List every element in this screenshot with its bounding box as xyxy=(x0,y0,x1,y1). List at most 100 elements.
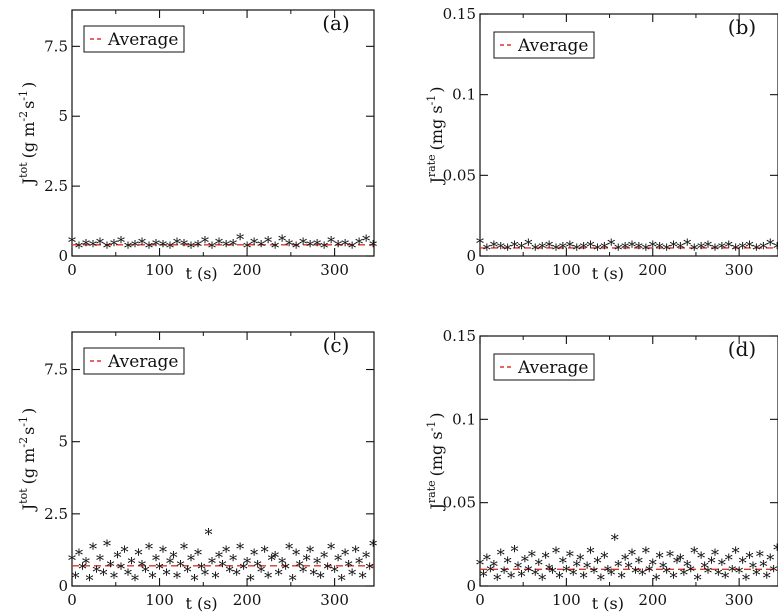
data-point: * xyxy=(254,557,262,576)
data-point: * xyxy=(531,565,539,584)
data-point: * xyxy=(649,555,657,574)
data-point: * xyxy=(334,237,342,256)
data-point: * xyxy=(310,565,318,584)
data-point: * xyxy=(152,236,160,255)
data-point: * xyxy=(345,557,353,576)
data-point: * xyxy=(593,554,601,573)
data-point: * xyxy=(247,571,255,590)
y-tick-label: 0.05 xyxy=(443,494,476,512)
y-axis-label: Jrate (mg s-1) xyxy=(425,86,446,185)
y-axis-label: Jrate (mg s-1) xyxy=(425,412,446,511)
data-point: * xyxy=(79,560,87,579)
panel-label: (d) xyxy=(728,337,756,361)
data-point: * xyxy=(128,554,136,573)
x-tick-label: 300 xyxy=(320,591,349,609)
panel-label: (b) xyxy=(728,15,756,39)
data-point: * xyxy=(559,239,567,258)
x-axis-label: t (s) xyxy=(592,264,624,283)
panel-b: 0 100 200 300 0 0.05 0.1 0.15 t (s) Jrate (mg s-1)… xyxy=(425,5,778,283)
data-point: * xyxy=(614,241,622,260)
data-point: * xyxy=(152,551,160,570)
data-point: * xyxy=(236,230,244,249)
panel-label: (a) xyxy=(322,11,350,35)
data-point: * xyxy=(483,550,491,569)
data-point: * xyxy=(201,233,209,252)
data-point: * xyxy=(145,239,153,258)
data-point: * xyxy=(296,557,304,576)
data-point: * xyxy=(96,234,104,253)
data-point: * xyxy=(521,552,529,571)
data-point: * xyxy=(348,565,356,584)
plot-frame xyxy=(479,335,778,587)
data-point: * xyxy=(773,540,778,559)
data-point: * xyxy=(226,563,234,582)
data-point: * xyxy=(268,551,276,570)
data-point: * xyxy=(320,239,328,258)
data-point: * xyxy=(621,239,629,258)
data-point: * xyxy=(500,564,508,583)
data-point: * xyxy=(694,570,702,589)
data-point: * xyxy=(476,234,484,253)
data-point: * xyxy=(243,554,251,573)
data-point: * xyxy=(348,239,356,258)
data-point: * xyxy=(531,241,539,260)
data-point: * xyxy=(75,545,83,564)
data-point: * xyxy=(576,550,584,569)
data-point: * xyxy=(303,551,311,570)
data-point: * xyxy=(711,545,719,564)
data-point: * xyxy=(362,232,370,251)
x-tick-label: 200 xyxy=(233,261,262,279)
data-point: * xyxy=(191,571,199,590)
data-point: * xyxy=(205,525,213,544)
data-point: * xyxy=(100,565,108,584)
data-point: * xyxy=(649,237,657,256)
x-tick-label: 100 xyxy=(552,261,581,279)
data-point: * xyxy=(334,551,342,570)
data-point: * xyxy=(264,568,272,587)
y-label-close: ) xyxy=(19,408,38,414)
data-point: * xyxy=(752,565,760,584)
data-point: * xyxy=(704,237,712,256)
data-point: * xyxy=(600,549,608,568)
data-point: * xyxy=(138,234,146,253)
data-point: * xyxy=(490,237,498,256)
data-point: * xyxy=(497,545,505,564)
data-point: * xyxy=(124,239,132,258)
data-point: * xyxy=(676,550,684,569)
data-point: * xyxy=(580,239,588,258)
data-point: * xyxy=(292,545,300,564)
data-point: * xyxy=(569,565,577,584)
data-point: * xyxy=(683,236,691,255)
x-tick-label: 200 xyxy=(638,591,667,609)
legend: Average xyxy=(83,25,185,53)
y-tick-label: 5 xyxy=(58,433,68,451)
data-point: * xyxy=(212,568,220,587)
y-tick-label: 7.5 xyxy=(44,361,68,379)
x-tick-label: 100 xyxy=(145,591,174,609)
data-point: * xyxy=(718,555,726,574)
data-point: * xyxy=(278,232,286,251)
y-label-unit: (mg s xyxy=(427,105,446,150)
y-label-exponent: -1 xyxy=(425,421,438,432)
data-point: * xyxy=(282,560,290,579)
data-point: * xyxy=(507,569,515,588)
y-tick-label: 0.15 xyxy=(443,5,476,23)
x-tick-label: 0 xyxy=(475,261,485,279)
data-point: * xyxy=(590,564,598,583)
data-point: * xyxy=(697,239,705,258)
x-tick-label: 300 xyxy=(725,261,754,279)
data-point: * xyxy=(159,237,167,256)
x-tick-label: 0 xyxy=(67,591,77,609)
data-point: * xyxy=(86,571,94,590)
data-point: * xyxy=(250,234,258,253)
data-point: * xyxy=(275,565,283,584)
x-tick-label: 200 xyxy=(638,261,667,279)
data-point: * xyxy=(173,234,181,253)
data-point: * xyxy=(714,565,722,584)
data-point: * xyxy=(538,570,546,589)
data-point: * xyxy=(114,548,122,567)
y-label-superscript: tot xyxy=(17,488,30,504)
data-point: * xyxy=(732,241,740,260)
panel-d: 0 100 200 300 0 0.05 0.1 0.15 t (s) Jrate (mg s-1)… xyxy=(425,327,778,613)
data-point: * xyxy=(369,537,377,556)
